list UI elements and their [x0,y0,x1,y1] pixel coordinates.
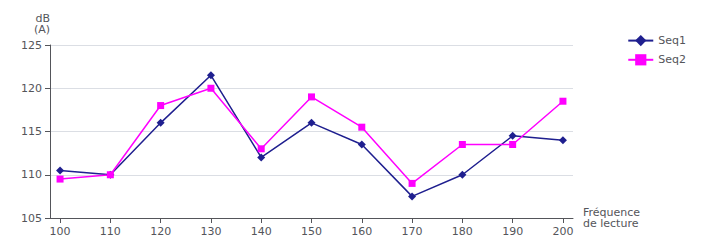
svg-text:140: 140 [251,225,272,238]
svg-text:100: 100 [50,225,71,238]
svg-text:de lecture: de lecture [583,217,639,230]
svg-text:170: 170 [402,225,423,238]
svg-text:120: 120 [21,82,42,95]
svg-text:dB: dB [35,12,50,25]
svg-text:190: 190 [502,225,523,238]
svg-text:180: 180 [452,225,473,238]
svg-text:Fréquence: Fréquence [583,206,641,219]
svg-text:Seq2: Seq2 [658,53,686,66]
svg-text:110: 110 [100,225,121,238]
svg-text:(A): (A) [34,23,50,36]
svg-text:150: 150 [301,225,322,238]
svg-text:130: 130 [200,225,221,238]
svg-text:120: 120 [150,225,171,238]
svg-text:Seq1: Seq1 [658,34,686,47]
svg-text:160: 160 [351,225,372,238]
svg-text:125: 125 [21,39,42,52]
svg-text:110: 110 [21,168,42,181]
svg-text:105: 105 [21,212,42,225]
svg-text:115: 115 [21,125,42,138]
svg-text:200: 200 [552,225,573,238]
